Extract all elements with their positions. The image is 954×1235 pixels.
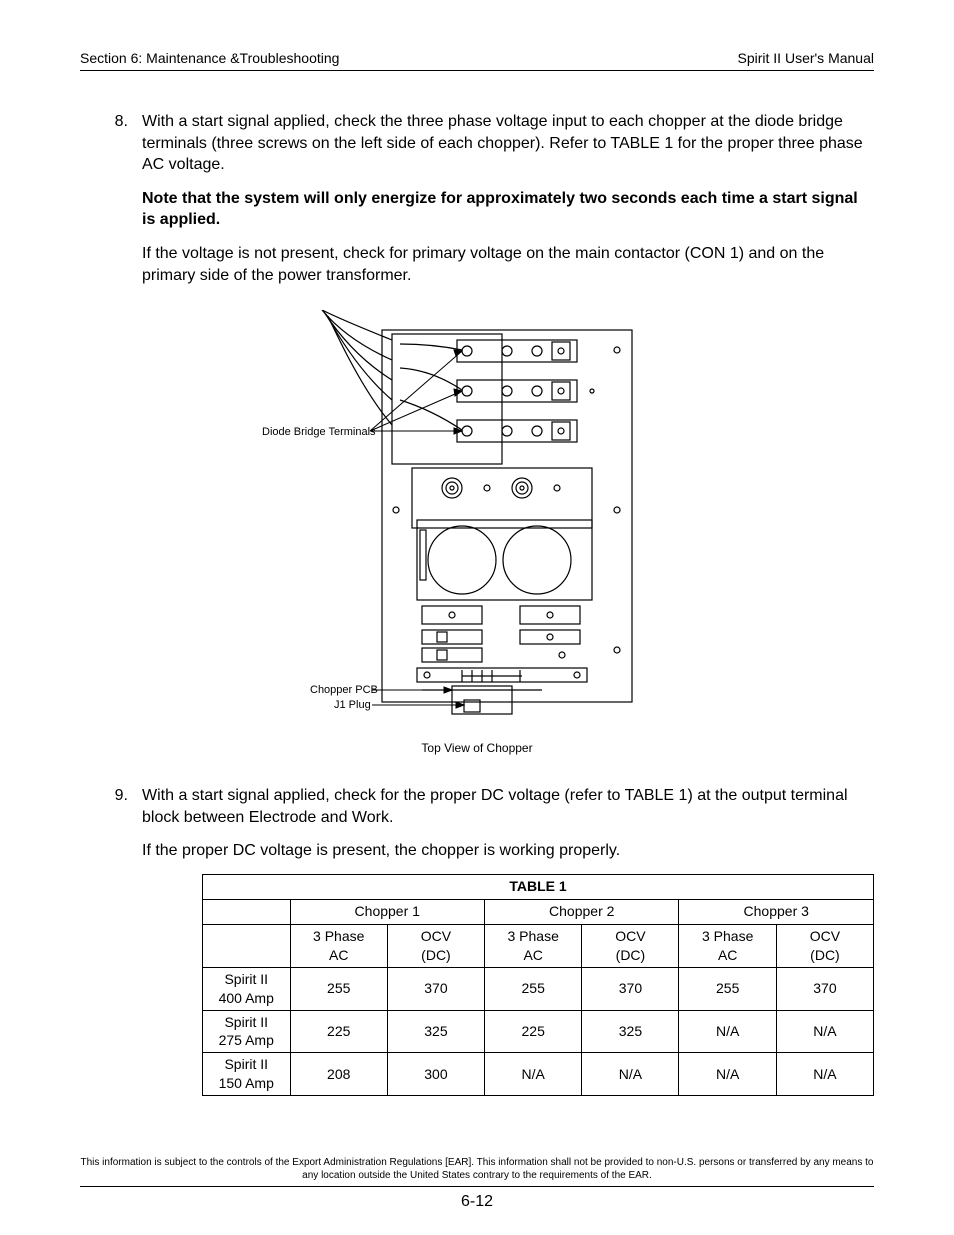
sub-header: 3 PhaseAC <box>290 924 387 967</box>
diagram-caption: Top View of Chopper <box>80 741 874 755</box>
table-cell: N/A <box>776 1053 873 1096</box>
sub-header: OCV(DC) <box>582 924 679 967</box>
paragraph-bold: Note that the system will only energize … <box>142 188 874 231</box>
table-cell: N/A <box>484 1053 581 1096</box>
table-cell: 255 <box>484 967 581 1010</box>
page-header: Section 6: Maintenance &Troubleshooting … <box>80 50 874 71</box>
list-body: With a start signal applied, check the t… <box>142 111 874 298</box>
row-label: Spirit II150 Amp <box>203 1053 291 1096</box>
sub-header: 3 PhaseAC <box>679 924 776 967</box>
terminal-row-3 <box>457 420 577 442</box>
diagram-label-pcb: Chopper PCB <box>310 684 378 696</box>
list-body: With a start signal applied, check for t… <box>142 785 874 1096</box>
sub-header: OCV(DC) <box>776 924 873 967</box>
table-cell: 255 <box>290 967 387 1010</box>
diagram-label-diode: Diode Bridge Terminals <box>262 426 376 438</box>
list-number: 8. <box>80 111 142 298</box>
diagram-label-j1: J1 Plug <box>334 699 371 711</box>
table-cell: N/A <box>679 1010 776 1053</box>
footer-note: This information is subject to the contr… <box>80 1156 874 1187</box>
table-sub-header-row: 3 PhaseAC OCV(DC) 3 PhaseAC OCV(DC) 3 Ph… <box>203 924 874 967</box>
table-cell: 225 <box>484 1010 581 1053</box>
table-corner <box>203 899 291 924</box>
paragraph: With a start signal applied, check the t… <box>142 111 874 176</box>
table-1: TABLE 1 Chopper 1 Chopper 2 Chopper 3 3 … <box>202 874 874 1096</box>
table-cell: 300 <box>387 1053 484 1096</box>
table-cell: N/A <box>776 1010 873 1053</box>
list-number: 9. <box>80 785 142 1096</box>
group-header: Chopper 1 <box>290 899 484 924</box>
paragraph: If the proper DC voltage is present, the… <box>142 840 874 862</box>
table-cell: 208 <box>290 1053 387 1096</box>
table-cell: 370 <box>582 967 679 1010</box>
page-number: 6-12 <box>80 1193 874 1211</box>
sub-header: OCV(DC) <box>387 924 484 967</box>
group-header: Chopper 3 <box>679 899 874 924</box>
row-label: Spirit II400 Amp <box>203 967 291 1010</box>
group-header: Chopper 2 <box>484 899 678 924</box>
table-group-header-row: Chopper 1 Chopper 2 Chopper 3 <box>203 899 874 924</box>
list-item-8: 8. With a start signal applied, check th… <box>80 111 874 298</box>
table-title: TABLE 1 <box>203 874 874 899</box>
table-row: Spirit II275 Amp 225 325 225 325 N/A N/A <box>203 1010 874 1053</box>
table-cell: N/A <box>679 1053 776 1096</box>
page: Section 6: Maintenance &Troubleshooting … <box>0 0 954 1235</box>
list-item-9: 9. With a start signal applied, check fo… <box>80 785 874 1096</box>
paragraph: If the voltage is not present, check for… <box>142 243 874 286</box>
chopper-diagram: Diode Bridge Terminals Chopper PCB J1 Pl… <box>80 310 874 755</box>
table-cell: 370 <box>776 967 873 1010</box>
row-label: Spirit II275 Amp <box>203 1010 291 1053</box>
table-row: Spirit II150 Amp 208 300 N/A N/A N/A N/A <box>203 1053 874 1096</box>
sub-header: 3 PhaseAC <box>484 924 581 967</box>
table-cell: N/A <box>582 1053 679 1096</box>
table-title-row: TABLE 1 <box>203 874 874 899</box>
terminal-row-2 <box>457 380 594 402</box>
table-row: Spirit II400 Amp 255 370 255 370 255 370 <box>203 967 874 1010</box>
table-cell: 325 <box>582 1010 679 1053</box>
paragraph: With a start signal applied, check for t… <box>142 785 874 828</box>
chopper-svg: Diode Bridge Terminals Chopper PCB J1 Pl… <box>262 310 692 730</box>
table-cell: 225 <box>290 1010 387 1053</box>
page-footer: This information is subject to the contr… <box>80 1156 874 1211</box>
header-left: Section 6: Maintenance &Troubleshooting <box>80 50 339 66</box>
table-cell: 370 <box>387 967 484 1010</box>
table-cell: 325 <box>387 1010 484 1053</box>
table-cell: 255 <box>679 967 776 1010</box>
terminal-row-1 <box>457 340 577 362</box>
header-right: Spirit II User's Manual <box>738 50 875 66</box>
